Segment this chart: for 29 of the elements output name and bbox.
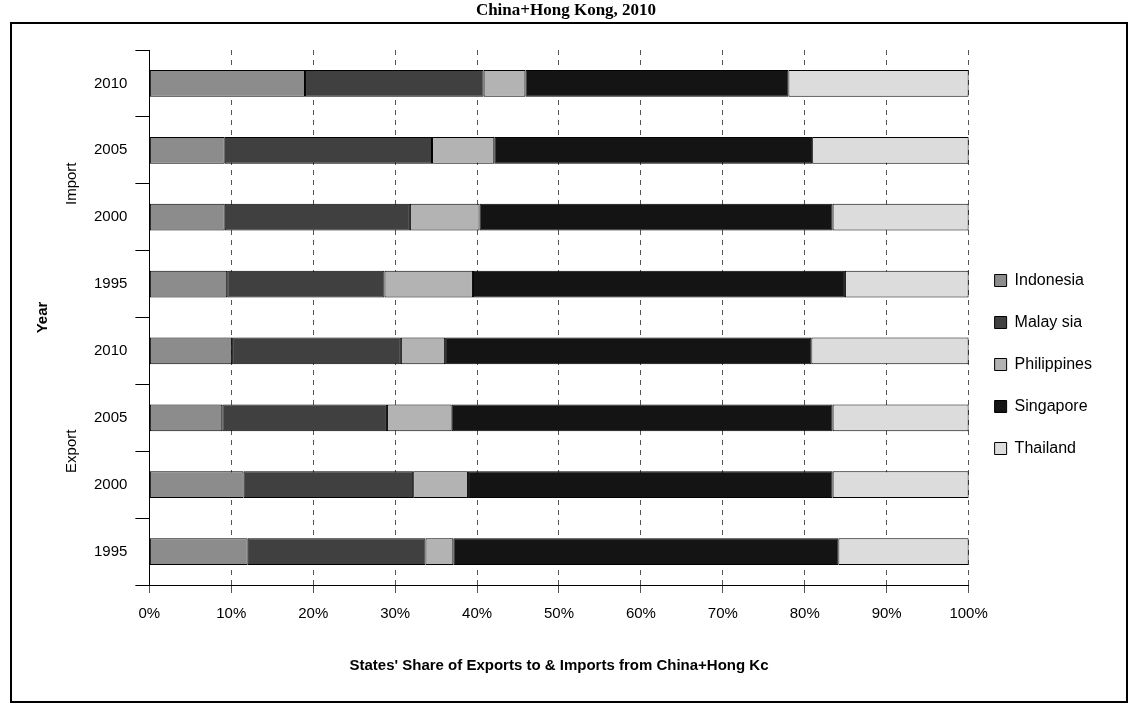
x-tick-label: 10%: [216, 604, 247, 622]
x-tick-label: 90%: [871, 604, 902, 622]
y-tick-label: 1995: [93, 541, 128, 559]
x-tick-label: 60%: [625, 604, 656, 622]
x-tick-label: 70%: [707, 604, 738, 622]
y-tick-label: 2005: [93, 407, 128, 425]
text: Import: [61, 161, 79, 206]
y-tick-label: 2010: [93, 341, 128, 359]
x-tick-label: 50%: [543, 604, 575, 622]
legend-label: Thailand: [1014, 438, 1076, 456]
y-tick-label: 1995: [93, 274, 128, 292]
y-tick-label: 2000: [93, 474, 128, 492]
x-axis-title: States' Share of Exports to & Imports from China+Hong Kc: [349, 656, 769, 674]
y-axis-title: Year: [33, 301, 51, 334]
legend-label: Philippines: [1014, 354, 1093, 372]
y-tick-label: 2000: [93, 207, 128, 225]
x-tick-label: 30%: [380, 604, 411, 622]
y-tick-label: 2005: [93, 140, 128, 158]
x-tick-label: 40%: [462, 604, 493, 622]
y-tick-label: 2010: [93, 73, 128, 91]
legend-label: Singapore: [1014, 396, 1088, 414]
legend-label: Indonesia: [1014, 270, 1085, 288]
x-tick-label: 100%: [949, 604, 988, 622]
chart-title: China+Hong Kong, 2010: [474, 0, 658, 20]
x-tick-label: 80%: [789, 604, 820, 622]
text: Export: [61, 428, 79, 473]
legend-label: Malay sia: [1014, 312, 1083, 330]
x-tick-label: 20%: [298, 604, 329, 622]
x-tick-label: 0%: [138, 604, 161, 622]
